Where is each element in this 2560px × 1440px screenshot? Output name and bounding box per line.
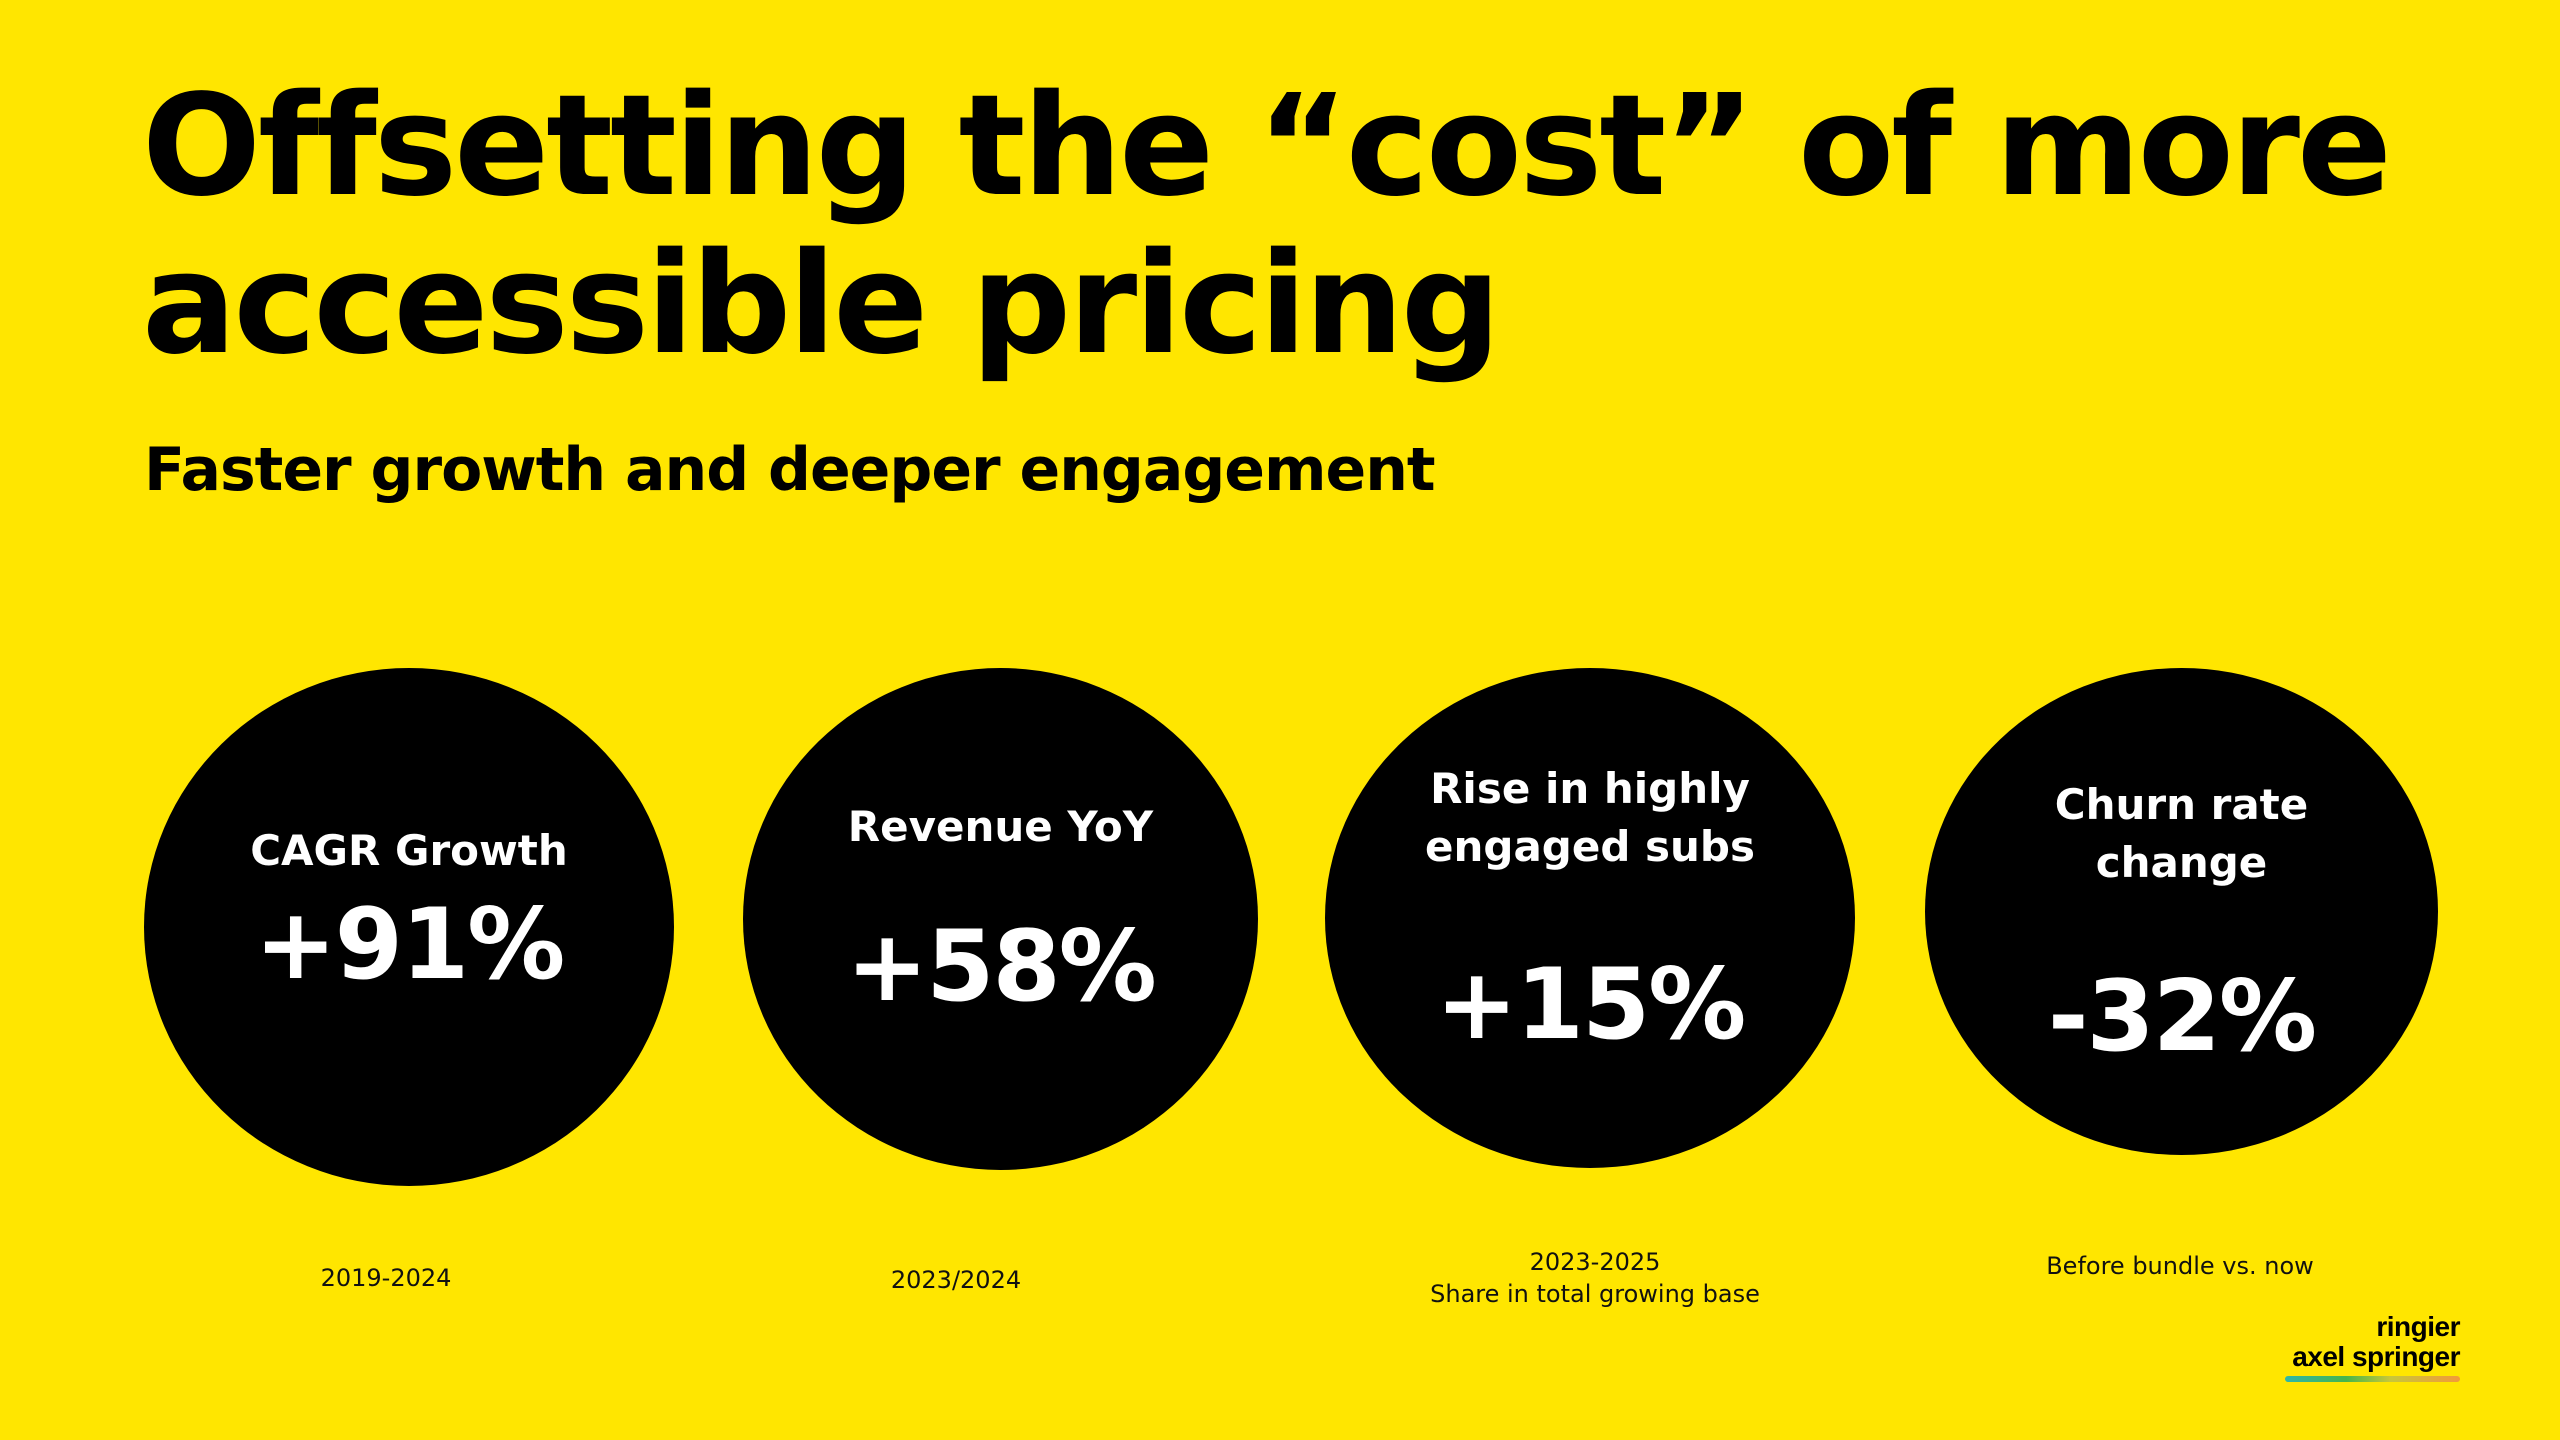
metric-note-churn: Before bundle vs. now [2046,1252,2314,1280]
metric-value: +58% [846,910,1157,1024]
metric-circle-engaged-subs: Rise in highly engaged subs +15% [1325,668,1855,1168]
title-line-2: accessible pricing [142,223,1501,386]
metric-circle-cagr: CAGR Growth +91% [144,668,674,1186]
brand-logo: ringier axel springer [2285,1311,2461,1382]
page-title: Offsetting the “cost” of more accessible… [142,68,2442,384]
metric-label: Revenue YoY [847,802,1154,851]
metric-value: -32% [2047,960,2317,1074]
logo-color-bar [2285,1376,2460,1382]
metric-note-cagr: 2019-2024 [320,1264,452,1292]
metric-label: CAGR Growth [250,826,568,875]
metric-note-revenue: 2023/2024 [890,1266,1022,1294]
metric-circle-revenue: Revenue YoY +58% [743,668,1258,1170]
title-line-1: Offsetting the “cost” of more [142,65,2392,228]
metric-circle-churn: Churn rate change -32% [1925,668,2438,1155]
metric-value: +15% [1435,948,1747,1062]
logo-line-1: ringier [2376,1311,2460,1342]
page-subtitle: Faster growth and deeper engagement [144,435,1436,505]
metric-value: +91% [254,888,566,1002]
logo-line-2: axel springer [2292,1341,2460,1372]
metric-note-engaged-subs: 2023-2025 Share in total growing base [1430,1248,1760,1308]
metric-label: Churn rate change [2054,780,2309,887]
metric-label: Rise in highly engaged subs [1425,764,1755,871]
